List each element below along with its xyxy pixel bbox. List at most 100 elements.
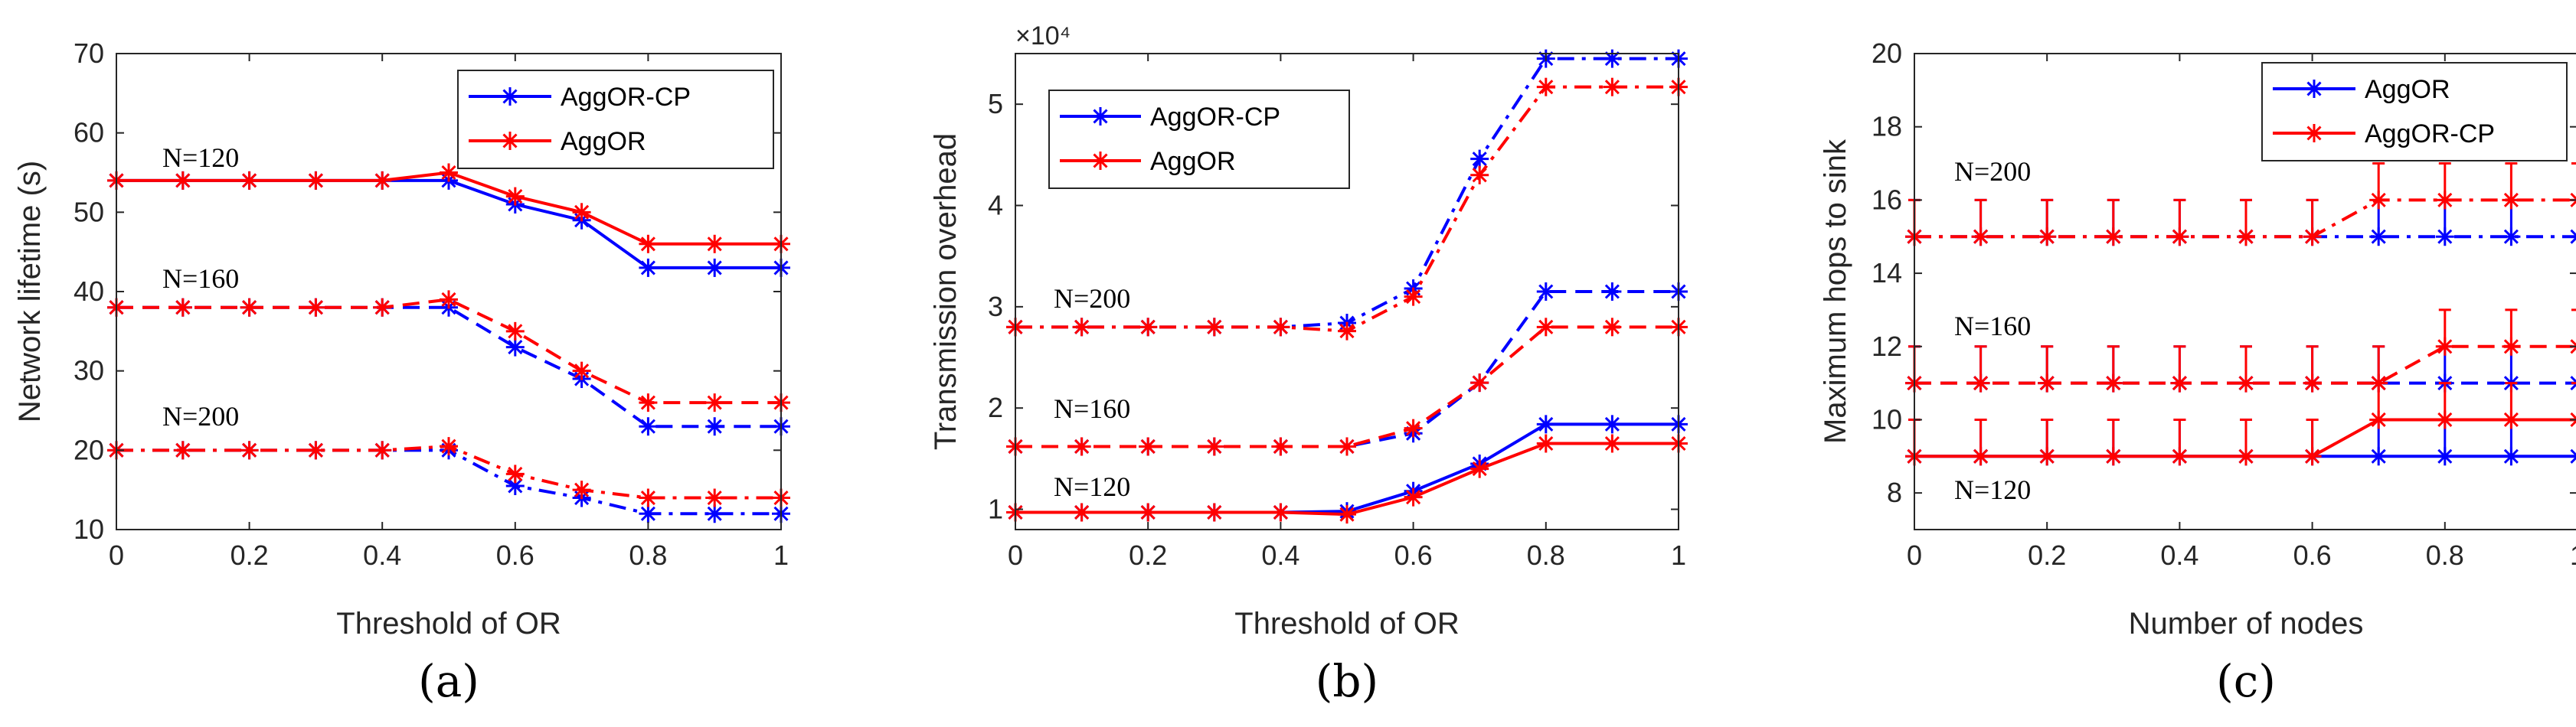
data-point	[1603, 318, 1622, 337]
x-tick-label: 0.4	[1261, 540, 1299, 571]
series-line	[1914, 344, 2576, 385]
data-point	[2104, 373, 2123, 393]
series-line	[116, 178, 781, 269]
data-point	[639, 504, 658, 523]
data-point	[1072, 503, 1091, 522]
series-aggor-n120	[107, 163, 790, 253]
series-aggor-n160	[1006, 318, 1688, 456]
data-point	[1603, 415, 1622, 434]
data-point	[2502, 410, 2521, 429]
panel-c-legend-label-2: AggOR-CP	[2365, 119, 2495, 148]
y-tick-label: 10	[74, 513, 104, 545]
data-point	[2435, 191, 2454, 210]
panel-a-legend: AggOR-CP AggOR	[457, 70, 774, 169]
data-point	[1338, 505, 1356, 524]
series-aggor-n160	[1905, 345, 2576, 393]
panel-a-legend-marker-1	[501, 87, 519, 106]
x-tick-label: 0.8	[2426, 540, 2464, 571]
data-point	[1971, 227, 1990, 246]
panel-a-legend-entry-1: AggOR-CP	[469, 83, 691, 112]
data-point	[572, 361, 591, 380]
data-point	[1536, 415, 1555, 434]
panel-a-ticks: 0 0.2 0.4 0.6 0.8 1 10 20 30 40 50 60 70	[74, 37, 789, 571]
data-point	[1470, 165, 1489, 184]
data-point	[1470, 373, 1489, 393]
panel-b-legend-marker-1	[1091, 107, 1110, 126]
panel-c-legend-label-1: AggOR	[2365, 75, 2450, 104]
data-point	[2038, 227, 2057, 246]
panel-c-legend-entry-1: AggOR	[2273, 75, 2450, 104]
x-tick-label: 1	[773, 540, 789, 571]
x-tick-label: 0.4	[363, 540, 401, 571]
y-tick-label: 50	[74, 196, 104, 227]
data-point	[505, 337, 525, 357]
data-point	[1139, 503, 1158, 522]
data-point	[639, 417, 658, 436]
data-point	[173, 441, 192, 460]
data-point	[2435, 337, 2454, 356]
data-point	[1603, 282, 1622, 301]
data-point	[505, 321, 525, 341]
data-point	[2303, 227, 2322, 246]
panel-c-legend-marker-1	[2305, 80, 2323, 98]
y-tick-label: 40	[74, 275, 104, 307]
series-aggor-n120	[1905, 418, 2576, 466]
data-point	[173, 171, 192, 190]
panel-b-label: (b)	[1316, 655, 1378, 707]
panel-b-annotation-n120: N=120	[1054, 471, 1130, 502]
data-point	[440, 290, 458, 309]
data-point	[1536, 434, 1555, 453]
error-bar	[2571, 382, 2576, 385]
x-tick-label: 0.2	[230, 540, 269, 571]
panel-b-annotation-n160: N=160	[1054, 393, 1130, 424]
panel-b-y-axis-label: Transmission overhead	[929, 133, 963, 450]
data-point	[572, 481, 591, 500]
x-tick-label: 0	[1008, 540, 1023, 571]
panel-a-legend-box	[457, 70, 774, 169]
series-line	[1015, 325, 1679, 448]
y-tick-label: 1	[988, 494, 1003, 525]
data-point	[2170, 447, 2189, 466]
data-point	[1536, 282, 1555, 301]
data-point	[1971, 373, 1990, 393]
panel-a-plot-area	[107, 163, 790, 523]
data-point	[2038, 447, 2057, 466]
data-point	[2104, 227, 2123, 246]
data-point	[2237, 373, 2255, 393]
data-point	[639, 393, 658, 412]
panel-c-label: (c)	[2216, 655, 2276, 707]
y-tick-label: 16	[1872, 184, 1902, 215]
panel-c-legend: AggOR AggOR-CP	[2261, 62, 2568, 161]
data-point	[2502, 227, 2521, 246]
data-point	[306, 298, 325, 317]
panel-c-legend-marker-2	[2305, 124, 2323, 142]
data-point	[1205, 503, 1224, 522]
error-bar	[2571, 162, 2576, 165]
data-point	[1603, 434, 1622, 453]
y-tick-label: 5	[988, 88, 1003, 119]
data-point	[1139, 318, 1158, 337]
x-tick-label: 0.6	[496, 540, 534, 571]
panel-a-chart: 0 0.2 0.4 0.6 0.8 1 10 20 30 40 50 60 70 AggOR-CP Ag…	[13, 37, 790, 707]
data-point	[505, 465, 525, 484]
data-point	[1205, 437, 1224, 456]
panel-c-y-axis-label: Maximum hops to sink	[1819, 139, 1852, 444]
data-point	[1404, 287, 1423, 306]
data-point	[2303, 447, 2322, 466]
data-point	[2038, 373, 2057, 393]
y-tick-label: 60	[74, 117, 104, 148]
panel-b-legend-box	[1048, 90, 1350, 189]
data-point	[705, 258, 724, 277]
data-point	[1338, 321, 1356, 341]
data-point	[240, 171, 259, 190]
data-point	[1404, 419, 1423, 438]
data-point	[639, 234, 658, 253]
panel-a-annotation-n160: N=160	[162, 263, 239, 294]
series-aggor-n200	[107, 437, 790, 507]
panel-a-y-axis-label: Network lifetime (s)	[13, 161, 47, 422]
panel-a-legend-label-1: AggOR-CP	[561, 83, 691, 112]
data-point	[373, 441, 392, 460]
y-tick-label: 18	[1872, 111, 1902, 142]
